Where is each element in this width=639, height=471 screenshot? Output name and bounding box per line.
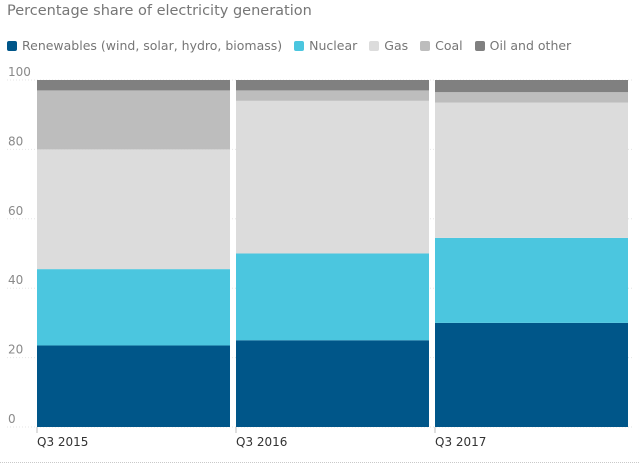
legend-swatch-nuclear — [294, 40, 305, 51]
legend-item-oil-and-other: Oil and other — [474, 38, 572, 53]
bar-segment-q3-2016-gas — [236, 100, 429, 254]
legend-item-gas: Gas — [369, 38, 408, 53]
legend-swatch-coal — [420, 40, 431, 51]
legend-label-oil-and-other: Oil and other — [489, 38, 572, 53]
bar-segment-q3-2017-nuclear — [435, 237, 628, 323]
bar-segment-q3-2015-nuclear — [37, 269, 230, 346]
chart-title: Percentage share of electricity generati… — [7, 3, 312, 19]
y-tick-label-0: 0 — [8, 412, 16, 426]
legend-label-coal: Coal — [435, 38, 463, 53]
bar-segment-q3-2017-renewables — [435, 322, 628, 427]
legend-item-renewables: Renewables (wind, solar, hydro, biomass) — [7, 38, 282, 53]
bar-segment-q3-2015-coal — [37, 90, 230, 150]
bar-segment-q3-2017-oil — [435, 80, 628, 93]
bar-segment-q3-2017-gas — [435, 102, 628, 238]
y-tick-label-20: 20 — [8, 343, 23, 357]
x-tick-label-q3-2016: Q3 2016 — [236, 435, 287, 449]
y-tick-label-60: 60 — [8, 204, 23, 218]
bar-segment-q3-2016-coal — [236, 90, 429, 101]
bar-segment-q3-2016-renewables — [236, 340, 429, 427]
legend-item-nuclear: Nuclear — [294, 38, 357, 53]
x-tick-label-q3-2015: Q3 2015 — [37, 435, 88, 449]
legend-swatch-oil-and-other — [474, 40, 485, 51]
y-tick-label-80: 80 — [8, 134, 23, 148]
y-tick-label-40: 40 — [8, 273, 23, 287]
legend-label-renewables: Renewables (wind, solar, hydro, biomass) — [22, 38, 283, 53]
chart-legend: Renewables (wind, solar, hydro, biomass)… — [7, 38, 583, 53]
bar-segment-q3-2017-coal — [435, 92, 628, 103]
legend-label-nuclear: Nuclear — [309, 38, 358, 53]
y-tick-label-100: 100 — [8, 65, 31, 79]
legend-item-coal: Coal — [420, 38, 463, 53]
bar-segment-q3-2015-oil — [37, 80, 230, 91]
bar-segment-q3-2015-renewables — [37, 345, 230, 427]
bottom-rule — [0, 462, 639, 463]
x-tick-label-q3-2017: Q3 2017 — [435, 435, 486, 449]
legend-swatch-gas — [369, 40, 380, 51]
bar-segment-q3-2015-gas — [37, 149, 230, 270]
bar-segment-q3-2016-oil — [236, 80, 429, 91]
legend-label-gas: Gas — [384, 38, 409, 53]
bar-segment-q3-2016-nuclear — [236, 253, 429, 341]
legend-swatch-renewables — [7, 40, 17, 51]
